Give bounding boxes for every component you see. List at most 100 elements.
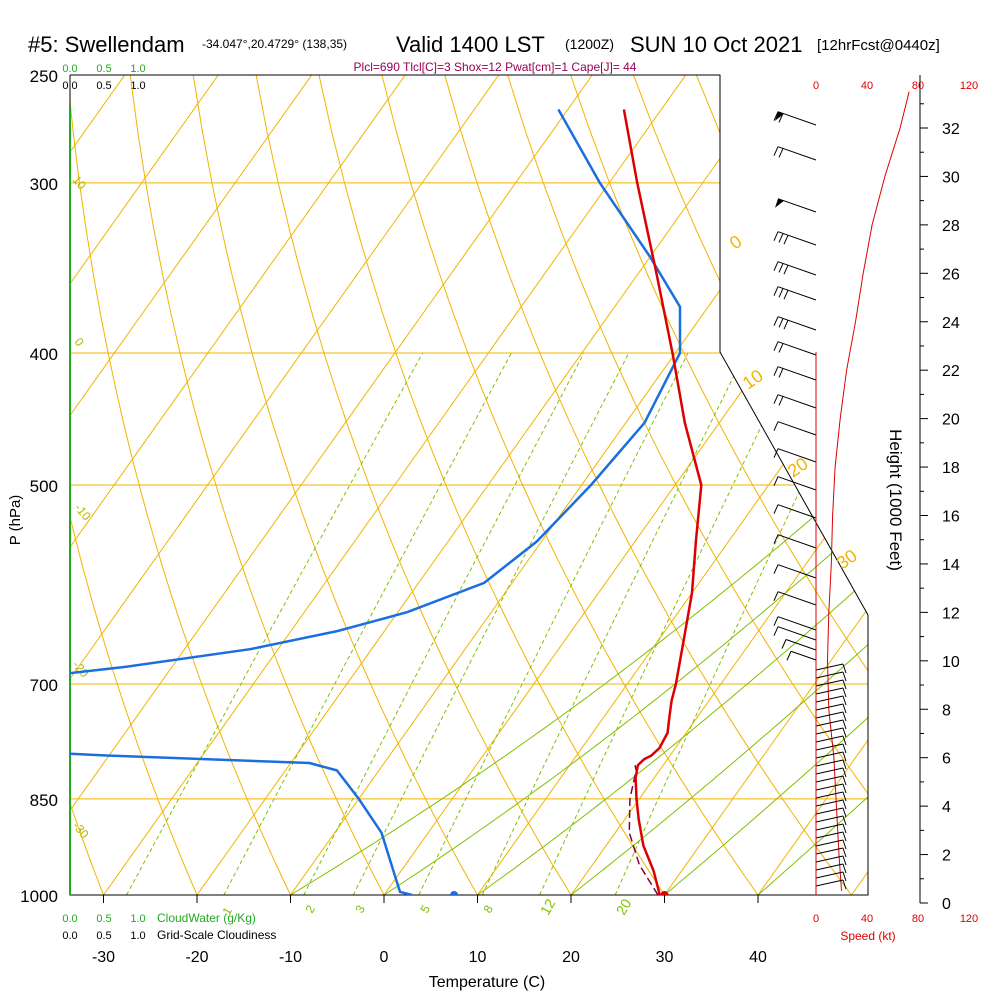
mixing-ratio-line — [223, 352, 512, 895]
wind-barb — [773, 231, 817, 246]
mixing-ratio-label: 5 — [417, 902, 433, 915]
wind-barb-feather — [773, 448, 779, 458]
moist-adiabat-line — [383, 75, 868, 895]
dry-adiabat-line — [117, 75, 400, 895]
height-tick-label: 26 — [942, 266, 960, 283]
wind-barb-feather — [783, 264, 789, 275]
pressure-tick-label: 500 — [30, 477, 58, 496]
wind-barb-feather — [773, 366, 779, 376]
wind-barb-shaft — [815, 695, 844, 703]
wind-barb-shaft — [815, 719, 844, 727]
dry-adiabat-label: 10 — [70, 173, 90, 192]
wind-barb-shaft — [777, 476, 817, 491]
wind-barb-shaft — [777, 198, 817, 213]
pressure-tick-label: 700 — [30, 676, 58, 695]
wind-barb-feather — [778, 263, 784, 273]
valid-time: Valid 1400 LST — [396, 32, 545, 57]
isotherm-line — [0, 0, 31, 895]
wind-barb-shaft — [790, 650, 817, 661]
isotherm-line — [70, 75, 687, 895]
temperature-tick-label: 10 — [469, 949, 487, 966]
wind-barb-shaft — [815, 759, 844, 767]
wind-barb — [781, 639, 817, 651]
wind-barb-feather — [842, 727, 847, 738]
wind-barb — [773, 504, 817, 519]
height-tick-label: 22 — [942, 363, 960, 380]
height-tick-label: 0 — [942, 896, 951, 913]
wind-barb-feather — [773, 591, 779, 601]
wind-panel — [773, 91, 910, 891]
wind-barb-shaft — [815, 855, 844, 863]
moist-adiabat-line — [290, 75, 868, 895]
wind-barb — [773, 564, 817, 579]
surface-temperature-dot — [660, 891, 669, 895]
height-tick-label: 24 — [942, 315, 960, 332]
wind-barb-shaft — [777, 534, 817, 549]
wind-barb — [815, 791, 847, 802]
grid-labels: 0 10 20 30 10 0 -10 -20 -30 1 2 3 5 8 12… — [70, 173, 861, 918]
wind-barb-pennant — [775, 198, 784, 208]
wind-barb — [773, 316, 817, 331]
moist-adiabat-line — [570, 75, 868, 895]
wind-barb — [773, 286, 817, 301]
wind-barb-feather — [842, 783, 847, 794]
wind-barb-feather — [773, 421, 779, 431]
isotherm-line — [570, 75, 868, 895]
wind-barb-shaft — [815, 871, 844, 879]
isotherm-line — [70, 75, 126, 895]
temperature-tick-label: 30 — [656, 949, 674, 966]
wind-barb-feather — [842, 871, 847, 882]
height-tick-label: 12 — [942, 605, 960, 622]
wind-barb-feather — [778, 368, 784, 378]
wind-barb-shaft — [777, 366, 817, 381]
wind-barb-shaft — [815, 823, 844, 831]
wind-barb — [815, 663, 847, 674]
wind-speed-line — [826, 91, 910, 891]
wind-barb-feather — [778, 318, 784, 328]
isotherm-label: 30 — [833, 545, 861, 573]
mixing-ratio-label: 2 — [302, 902, 318, 915]
height-tick-label: 28 — [942, 218, 960, 235]
wind-barb-shaft — [815, 711, 844, 719]
wind-barb-shaft — [777, 261, 817, 276]
isotherm-label: 0 — [726, 231, 746, 253]
wind-barb — [773, 591, 817, 606]
wind-barb — [815, 679, 847, 690]
wind-barb — [773, 476, 817, 491]
pressure-tick-label: 850 — [30, 791, 58, 810]
wind-barb-shaft — [815, 839, 844, 847]
dry-adiabat-line — [0, 0, 20, 924]
height-tick-label: 6 — [942, 751, 951, 768]
wind-barb-feather — [773, 341, 779, 351]
isotherm-line — [196, 75, 868, 895]
wind-barb — [815, 863, 847, 874]
wind-barb-feather — [842, 743, 847, 754]
wind-barb-shaft — [815, 775, 844, 783]
moist-adiabat-line — [757, 75, 868, 895]
wind-barb-shaft — [815, 663, 844, 671]
wind-barb — [773, 534, 817, 549]
wind-barb — [775, 198, 817, 213]
wind-barb-shaft — [815, 799, 844, 807]
wind-barb — [815, 807, 847, 818]
dry-adiabat-line — [530, 75, 868, 895]
wind-barb-feather — [842, 847, 847, 858]
mixing-ratio-label: 20 — [613, 896, 635, 918]
dry-adiabat-line — [70, 75, 306, 895]
wind-barb-feather — [842, 759, 847, 770]
wind-barb-shaft — [815, 847, 844, 855]
wind-barb — [815, 711, 847, 722]
temperature-tick-label: -30 — [92, 949, 115, 966]
wind-barb-feather — [842, 671, 847, 682]
isotherm-line — [851, 75, 868, 895]
wind-barb-shaft — [815, 679, 844, 687]
wind-barb — [815, 783, 847, 794]
isotherm-line — [70, 75, 593, 895]
wind-barb — [815, 751, 847, 762]
site-coords: -34.047°,20.4729° (138,35) — [202, 37, 347, 51]
isotherm-line — [477, 75, 868, 895]
wind-barb-feather — [842, 711, 847, 722]
wind-barb — [815, 735, 847, 746]
wind-barb-feather — [842, 807, 847, 818]
wind-barb-shaft — [815, 831, 844, 839]
